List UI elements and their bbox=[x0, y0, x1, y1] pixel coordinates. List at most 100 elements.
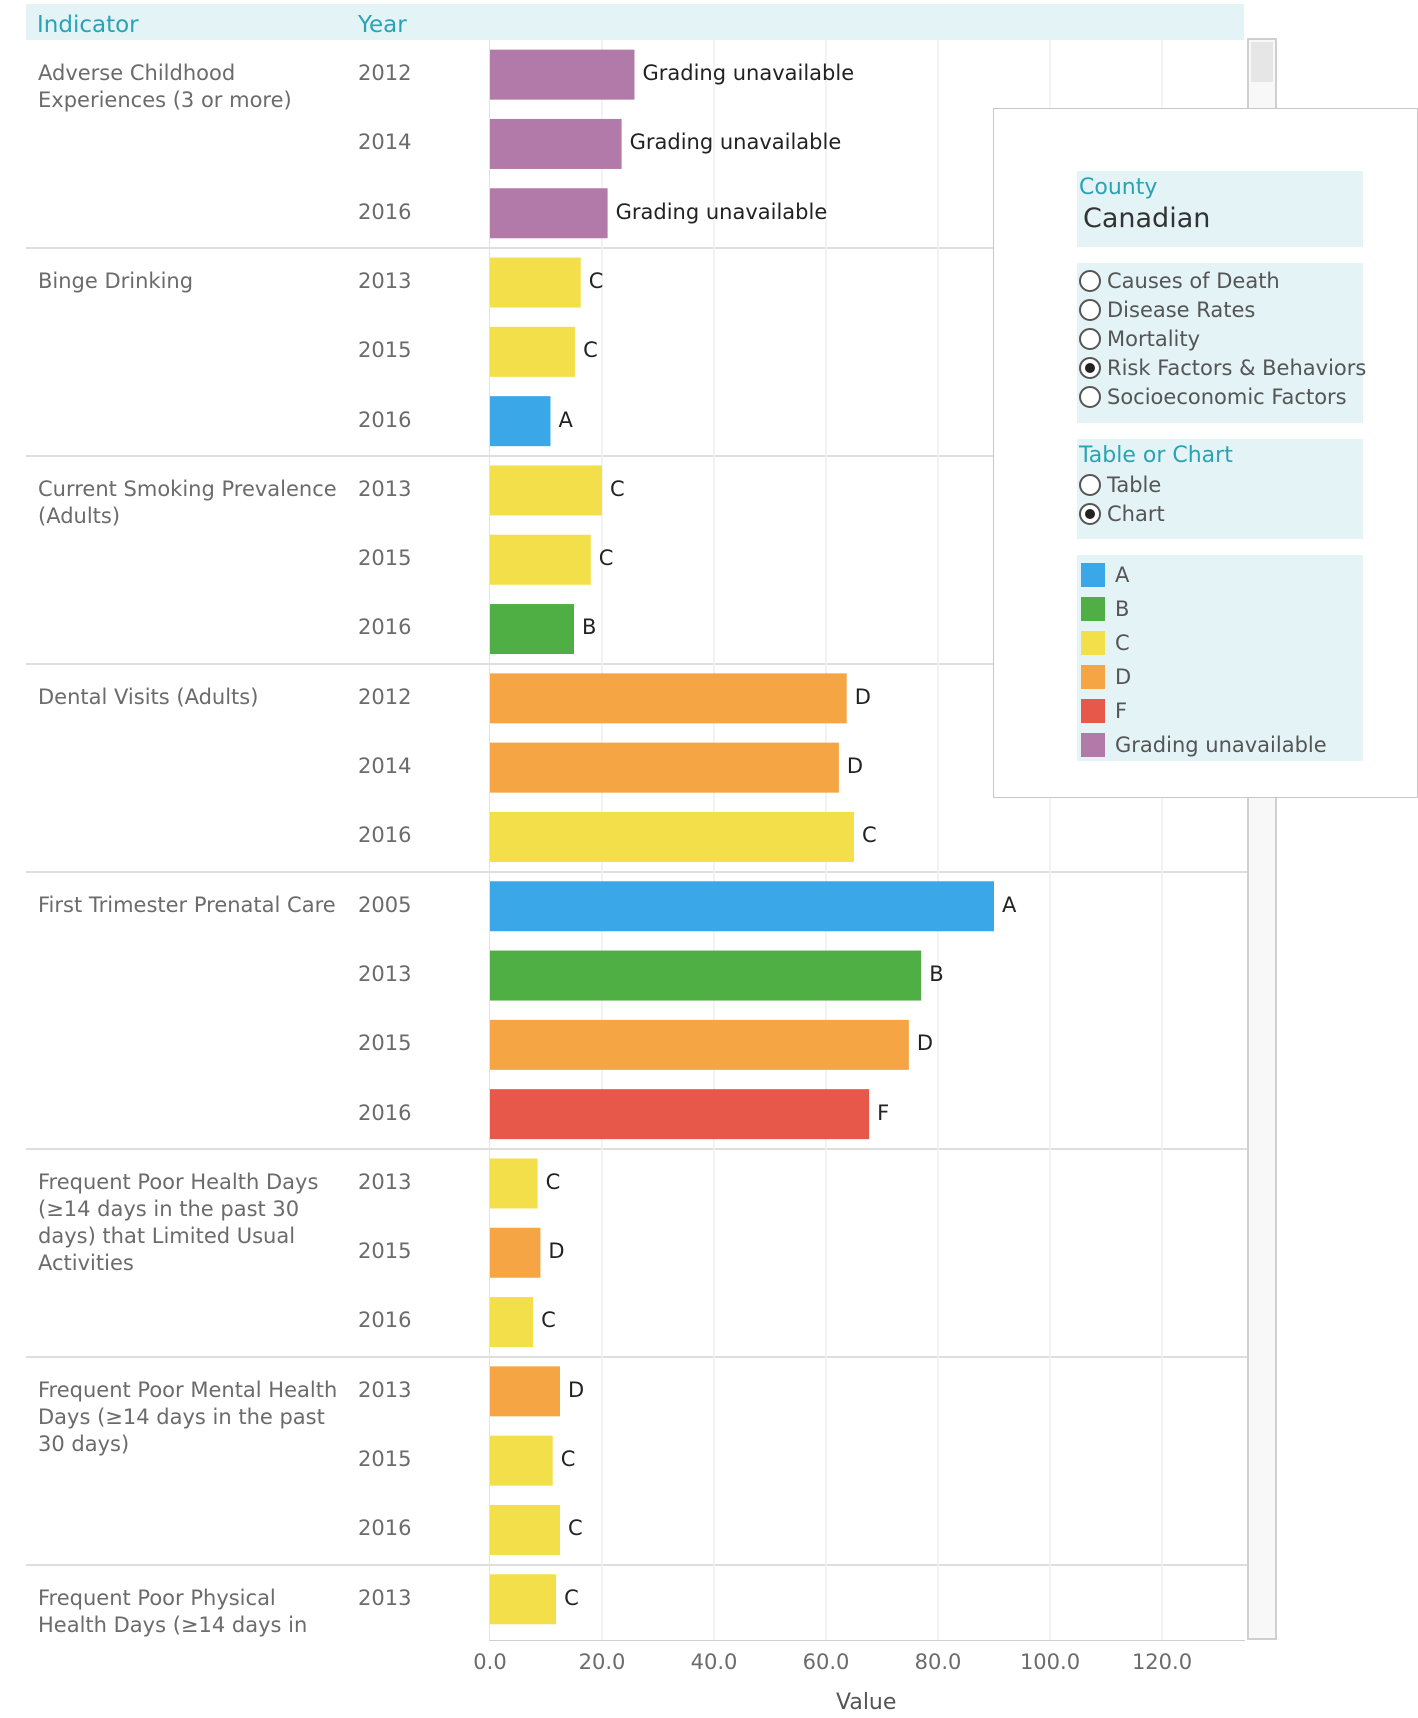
radio-label: Causes of Death bbox=[1107, 269, 1280, 293]
bar[interactable] bbox=[490, 1158, 538, 1208]
year-label: 2013 bbox=[358, 1586, 411, 1610]
bar[interactable] bbox=[490, 1089, 869, 1139]
radio-unchecked-icon[interactable] bbox=[1079, 386, 1101, 408]
bar[interactable] bbox=[490, 258, 581, 308]
x-tick-label: 40.0 bbox=[691, 1650, 738, 1674]
legend-item[interactable]: D bbox=[1081, 663, 1131, 691]
year-label: 2015 bbox=[358, 1447, 411, 1471]
radio-unchecked-icon[interactable] bbox=[1079, 299, 1101, 321]
category-option[interactable]: Disease Rates bbox=[1079, 296, 1255, 324]
legend-label: D bbox=[1115, 665, 1131, 689]
scrollbar-thumb[interactable] bbox=[1251, 42, 1273, 82]
bar-grade-label: Grading unavailable bbox=[630, 130, 842, 154]
bar-grade-label: F bbox=[877, 1101, 889, 1125]
legend-label: B bbox=[1115, 597, 1129, 621]
bar-grade-label: C bbox=[541, 1308, 556, 1332]
county-title: County bbox=[1079, 175, 1157, 200]
year-label: 2015 bbox=[358, 1031, 411, 1055]
bar[interactable] bbox=[490, 951, 921, 1001]
legend-swatch bbox=[1081, 733, 1105, 757]
grade-legend: A B C D F Grading unavailable bbox=[1077, 555, 1363, 761]
year-label: 2016 bbox=[358, 1101, 411, 1125]
year-label: 2012 bbox=[358, 61, 411, 85]
bar-grade-label: D bbox=[568, 1378, 584, 1402]
bar[interactable] bbox=[490, 396, 550, 446]
radio-checked-icon[interactable] bbox=[1079, 357, 1101, 379]
legend-item[interactable]: F bbox=[1081, 697, 1127, 725]
view-option[interactable]: Chart bbox=[1079, 500, 1165, 528]
radio-label: Chart bbox=[1107, 502, 1165, 526]
bar[interactable] bbox=[490, 50, 634, 100]
bar-grade-label: C bbox=[610, 477, 625, 501]
year-label: 2013 bbox=[358, 1170, 411, 1194]
bar-grade-label: B bbox=[582, 615, 596, 639]
year-label: 2015 bbox=[358, 546, 411, 570]
bar-grade-label: D bbox=[548, 1239, 564, 1263]
category-option[interactable]: Causes of Death bbox=[1079, 267, 1280, 295]
bar[interactable] bbox=[490, 743, 839, 793]
bar[interactable] bbox=[490, 881, 994, 931]
bar[interactable] bbox=[490, 1297, 533, 1347]
bar[interactable] bbox=[490, 1366, 560, 1416]
radio-unchecked-icon[interactable] bbox=[1079, 328, 1101, 350]
county-selector[interactable]: County Canadian bbox=[1077, 171, 1363, 247]
year-label: 2016 bbox=[358, 408, 411, 432]
bar[interactable] bbox=[490, 465, 602, 515]
category-option[interactable]: Risk Factors & Behaviors bbox=[1079, 354, 1366, 382]
legend-label: F bbox=[1115, 699, 1127, 723]
radio-checked-icon[interactable] bbox=[1079, 503, 1101, 525]
radio-unchecked-icon[interactable] bbox=[1079, 474, 1101, 496]
x-tick-label: 120.0 bbox=[1132, 1650, 1192, 1674]
bar[interactable] bbox=[490, 604, 574, 654]
legend-item[interactable]: A bbox=[1081, 561, 1129, 589]
bar-grade-label: Grading unavailable bbox=[642, 61, 854, 85]
category-radio-group: Causes of Death Disease Rates Mortality Ris… bbox=[1077, 263, 1363, 423]
year-label: 2016 bbox=[358, 615, 411, 639]
bar-grade-label: C bbox=[564, 1586, 579, 1610]
x-tick-label: 80.0 bbox=[915, 1650, 962, 1674]
legend-swatch bbox=[1081, 597, 1105, 621]
bar-grade-label: D bbox=[917, 1031, 933, 1055]
bar[interactable] bbox=[490, 327, 575, 377]
year-label: 2016 bbox=[358, 823, 411, 847]
bar[interactable] bbox=[490, 812, 854, 862]
legend-swatch bbox=[1081, 563, 1105, 587]
x-tick-label: 20.0 bbox=[579, 1650, 626, 1674]
bar-grade-label: C bbox=[546, 1170, 561, 1194]
indicator-label: Current Smoking Prevalence (Adults) bbox=[38, 476, 358, 530]
year-label: 2014 bbox=[358, 130, 411, 154]
bar[interactable] bbox=[490, 1574, 556, 1624]
indicator-label: Frequent Poor Health Days (≥14 days in t… bbox=[38, 1169, 358, 1277]
bar[interactable] bbox=[490, 535, 591, 585]
bar-grade-label: C bbox=[862, 823, 877, 847]
legend-item[interactable]: C bbox=[1081, 629, 1130, 657]
year-label: 2005 bbox=[358, 893, 411, 917]
bar[interactable] bbox=[490, 1228, 540, 1278]
bar[interactable] bbox=[490, 1505, 560, 1555]
radio-label: Risk Factors & Behaviors bbox=[1107, 356, 1366, 380]
radio-unchecked-icon[interactable] bbox=[1079, 270, 1101, 292]
x-tick-label: 0.0 bbox=[473, 1650, 506, 1674]
filter-panel: County Canadian Causes of Death Disease R… bbox=[993, 108, 1418, 798]
bar[interactable] bbox=[490, 1020, 909, 1070]
category-option[interactable]: Socioeconomic Factors bbox=[1079, 383, 1347, 411]
bar-grade-label: C bbox=[561, 1447, 576, 1471]
bar-grade-label: C bbox=[568, 1516, 583, 1540]
category-option[interactable]: Mortality bbox=[1079, 325, 1200, 353]
view-option[interactable]: Table bbox=[1079, 471, 1161, 499]
year-label: 2013 bbox=[358, 269, 411, 293]
year-label: 2015 bbox=[358, 1239, 411, 1263]
legend-item[interactable]: Grading unavailable bbox=[1081, 731, 1327, 759]
year-label: 2015 bbox=[358, 338, 411, 362]
bar[interactable] bbox=[490, 1436, 553, 1486]
indicator-label: Dental Visits (Adults) bbox=[38, 684, 358, 711]
bar-grade-label: A bbox=[558, 408, 572, 432]
bar-grade-label: C bbox=[599, 546, 614, 570]
legend-swatch bbox=[1081, 665, 1105, 689]
legend-item[interactable]: B bbox=[1081, 595, 1129, 623]
x-axis-line bbox=[489, 1640, 1245, 1641]
bar[interactable] bbox=[490, 673, 847, 723]
bar[interactable] bbox=[490, 119, 622, 169]
year-label: 2013 bbox=[358, 1378, 411, 1402]
bar[interactable] bbox=[490, 188, 608, 238]
